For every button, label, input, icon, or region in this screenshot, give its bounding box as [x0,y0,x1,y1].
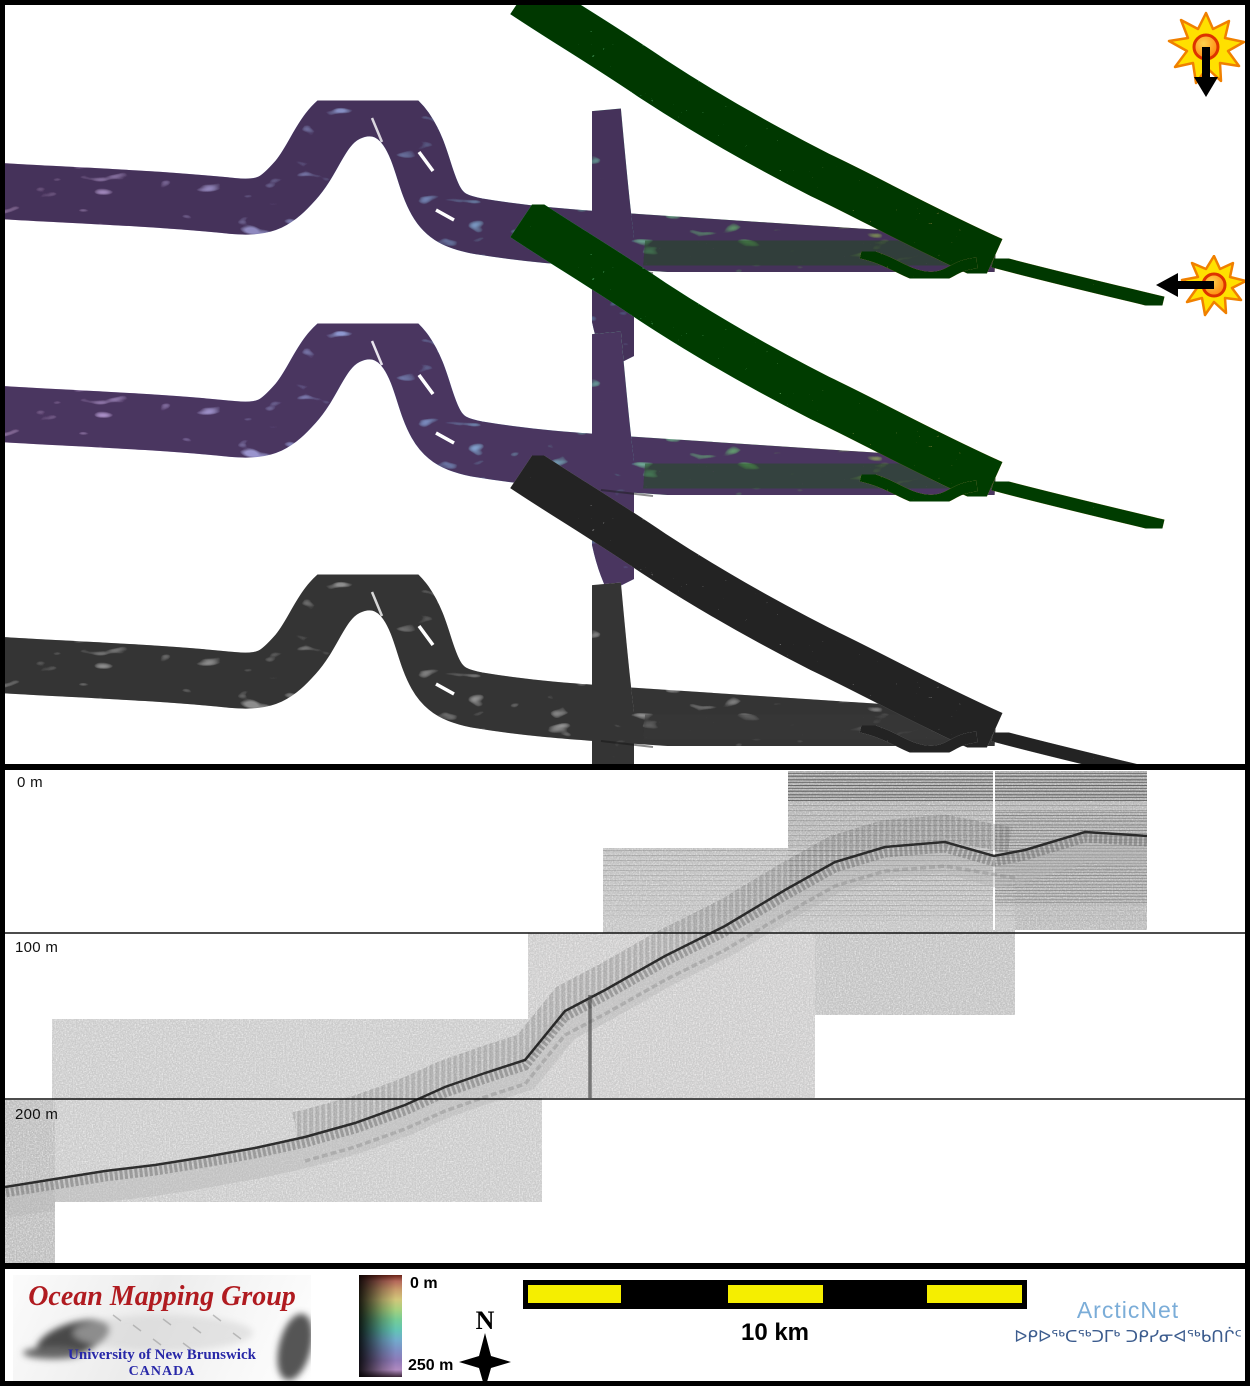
swath-maps-section [5,5,1250,764]
echogram-surface-multiples-dense [788,771,1147,801]
arcticnet-inuktitut-name: ᐅᑭᐅᖅᑕᖅᑐᒥᒃ ᑐᑭᓯᓂᐊᖅᑲᑎᒌᑦ [1014,1327,1242,1347]
scale-bar-segment [728,1285,823,1303]
compass-star-icon [459,1333,511,1381]
seafloor-trace [5,830,1147,1189]
arcticnet-logo: ArcticNet ᐅᑭᐅᖅᑕᖅᑐᒥᒃ ᑐᑭᓯᓂᐊᖅᑲᑎᒌᑦ [1003,1297,1245,1347]
arcticnet-wordmark: ArcticNet [1076,1297,1180,1323]
depth-label-100m: 100 m [15,939,59,956]
swath-map-color-sun-north [5,5,1163,357]
depth-colorbar [359,1275,402,1377]
omg-logo-background [23,1313,311,1381]
omg-logo-country: CANADA [128,1364,196,1379]
omg-logo-university: University of New Brunswick [68,1347,256,1363]
scale-bar-label: 10 km [740,1319,810,1346]
seafloor-profile-group [5,814,1147,1218]
depth-label-0m: 0 m [17,774,43,791]
north-arrow: N [459,1306,511,1381]
arrow-down-icon [1194,47,1218,97]
subbottom-reflector [304,864,1016,1163]
colorbar-bottom-label: 250 m [408,1357,454,1374]
water-column-scatter [292,814,1013,1138]
section-divider [5,764,1245,770]
north-label: N [476,1306,495,1335]
depth-label-200m: 200 m [15,1106,59,1123]
arrow-left-icon [1156,273,1214,297]
colorbar-top-label: 0 m [410,1275,438,1292]
scale-bar-segment [528,1285,621,1303]
sun-shading-from-north-icon [1167,11,1245,97]
scale-bar [523,1280,1027,1309]
sun-shading-from-east-icon [1156,255,1245,317]
subbottom-echogram-section [5,771,1245,1263]
scale-bar-segment [927,1285,1022,1303]
footer-divider [5,1263,1245,1269]
omg-logo-title: Ocean Mapping Group [28,1281,296,1312]
omg-logo: Ocean Mapping Group University of New Br… [13,1275,311,1381]
